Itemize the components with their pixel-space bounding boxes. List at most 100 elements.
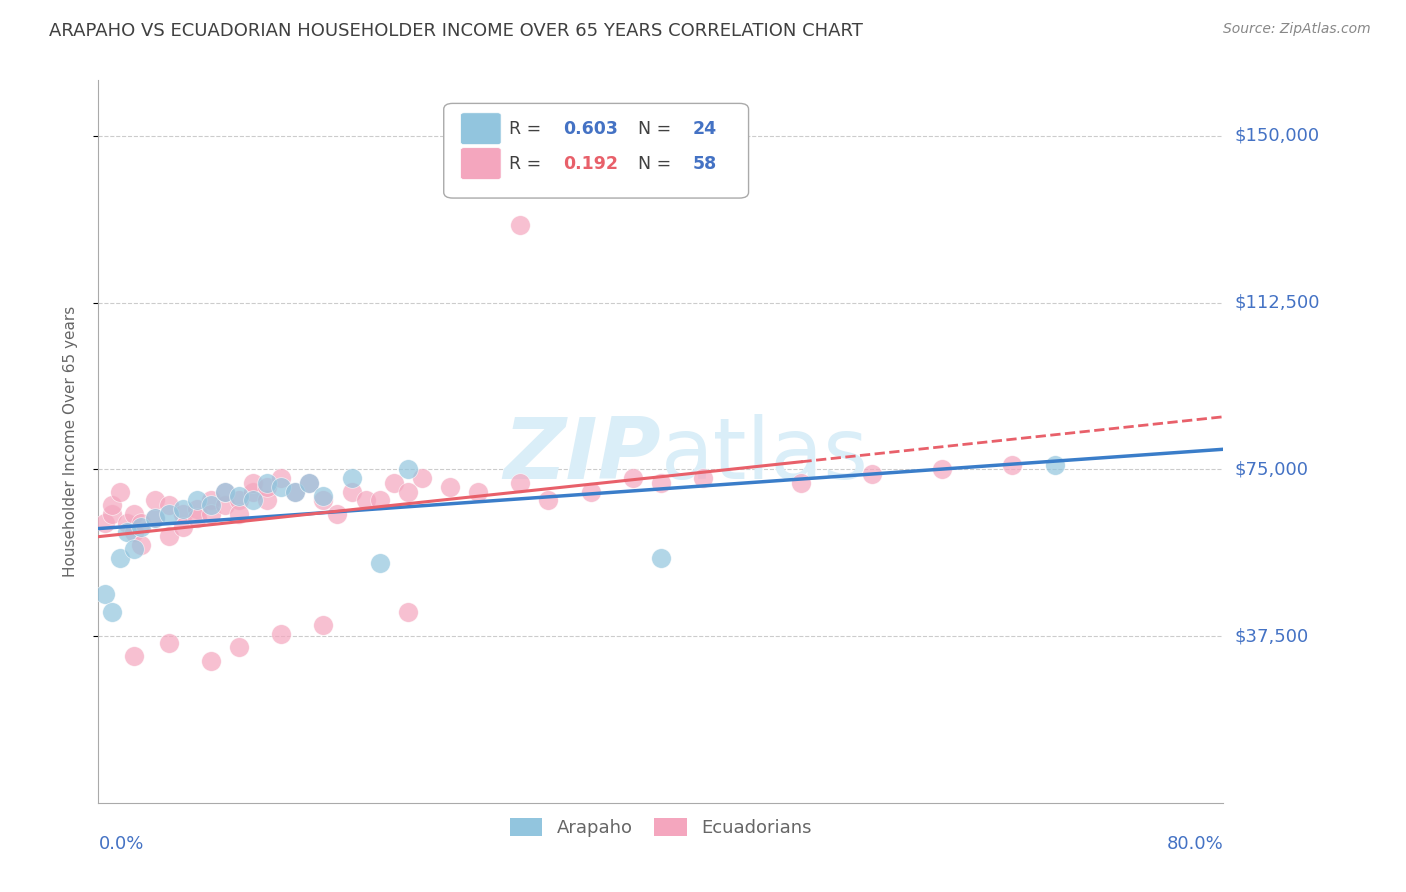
Point [284,484,307,499]
Text: N =: N = [638,154,678,172]
Point [129,520,152,534]
Text: 80.0%: 80.0% [1167,835,1223,854]
Text: 58: 58 [692,154,717,172]
Point [157,507,180,521]
Point [242,493,264,508]
Point [200,653,222,667]
Point [214,498,236,512]
Text: $75,000: $75,000 [1234,460,1309,478]
Point [368,556,391,570]
Point [172,502,194,516]
Point [312,618,335,632]
FancyBboxPatch shape [444,103,748,198]
Point [101,498,124,512]
Point [122,542,145,557]
Point [115,516,138,530]
Point [256,475,278,490]
Y-axis label: Householder Income Over 65 years: Householder Income Over 65 years [63,306,77,577]
Text: R =: R = [509,120,547,137]
Point [186,502,208,516]
Point [172,520,194,534]
Point [186,511,208,525]
Point [509,218,531,232]
Point [340,471,363,485]
Point [326,507,349,521]
Point [157,636,180,650]
Point [650,475,672,490]
Point [228,489,250,503]
Point [396,605,419,619]
Point [101,507,124,521]
Text: 0.0%: 0.0% [98,835,143,854]
Point [94,516,117,530]
Point [228,493,250,508]
Text: $112,500: $112,500 [1234,293,1320,311]
Text: R =: R = [509,154,547,172]
Point [270,480,292,494]
Point [242,475,264,490]
Point [143,511,166,525]
Point [186,493,208,508]
Point [312,493,335,508]
Point [467,484,489,499]
Text: ZIP: ZIP [503,415,661,498]
Text: 0.603: 0.603 [562,120,617,137]
Point [101,605,124,619]
Point [200,498,222,512]
Point [860,467,883,481]
Point [143,493,166,508]
Point [122,524,145,539]
Point [94,587,117,601]
Point [382,475,405,490]
Text: $150,000: $150,000 [1234,127,1319,145]
Point [214,484,236,499]
Point [396,484,419,499]
Point [312,489,335,503]
Text: $37,500: $37,500 [1234,627,1309,645]
Point [692,471,714,485]
Legend: Arapaho, Ecuadorians: Arapaho, Ecuadorians [502,811,820,845]
Point [108,484,131,499]
Point [200,493,222,508]
Point [579,484,602,499]
Point [368,493,391,508]
Point [270,627,292,641]
Point [270,471,292,485]
Point [411,471,433,485]
Point [143,511,166,525]
Point [115,524,138,539]
Point [108,551,131,566]
Point [256,493,278,508]
FancyBboxPatch shape [461,148,501,179]
Text: Source: ZipAtlas.com: Source: ZipAtlas.com [1223,22,1371,37]
Point [228,507,250,521]
Point [354,493,377,508]
Point [157,529,180,543]
Point [1001,458,1024,472]
Point [129,516,152,530]
Point [931,462,953,476]
Text: atlas: atlas [661,415,869,498]
Point [396,462,419,476]
Point [439,480,461,494]
Point [172,507,194,521]
Point [200,507,222,521]
Point [284,484,307,499]
Point [214,484,236,499]
Text: N =: N = [638,120,678,137]
Point [509,475,531,490]
Point [537,493,560,508]
Point [790,475,813,490]
Text: 0.192: 0.192 [562,154,619,172]
Point [621,471,644,485]
Point [129,538,152,552]
Text: ARAPAHO VS ECUADORIAN HOUSEHOLDER INCOME OVER 65 YEARS CORRELATION CHART: ARAPAHO VS ECUADORIAN HOUSEHOLDER INCOME… [49,22,863,40]
Point [298,475,321,490]
Point [1043,458,1066,472]
Point [157,498,180,512]
Text: 24: 24 [692,120,717,137]
Point [340,484,363,499]
Point [242,484,264,499]
Point [650,551,672,566]
Point [298,475,321,490]
